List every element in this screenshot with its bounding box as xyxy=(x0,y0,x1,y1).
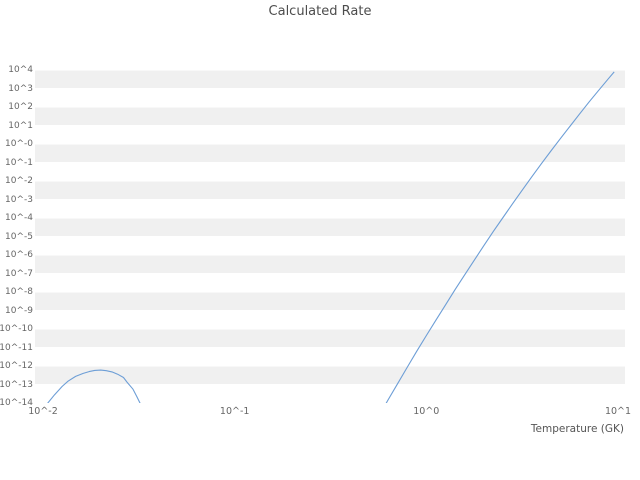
decade-band xyxy=(35,70,625,89)
x-tick-label: 10^-2 xyxy=(28,406,58,417)
y-tick-label: 10^-11 xyxy=(0,342,33,353)
decade-band xyxy=(35,292,625,311)
decade-band xyxy=(35,144,625,163)
y-tick-label: 10^-14 xyxy=(0,398,33,408)
y-tick-label: 10^-10 xyxy=(0,324,33,334)
y-tick-label: 10^-7 xyxy=(5,268,33,279)
chart-title: Calculated Rate xyxy=(268,4,372,19)
y-tick-label: 10^-3 xyxy=(5,194,33,205)
y-tick-label: 10^-4 xyxy=(5,213,33,223)
y-tick-label: 10^3 xyxy=(8,83,33,94)
y-tick-label: 10^-8 xyxy=(5,287,33,297)
y-tick-label: 10^-13 xyxy=(0,379,33,390)
y-tick-label: 10^-2 xyxy=(5,176,33,186)
y-tick-label: 10^4 xyxy=(8,65,33,75)
decade-band xyxy=(35,255,625,274)
x-tick-label: 10^-1 xyxy=(219,406,250,417)
y-tick-label: 10^-5 xyxy=(5,231,33,242)
x-axis-label: Temperature (GK) xyxy=(530,423,624,435)
y-tick-label: 10^2 xyxy=(8,102,33,112)
decade-band xyxy=(35,218,625,237)
decade-band xyxy=(35,329,625,348)
y-tick-label: 10^-0 xyxy=(5,139,33,149)
y-tick-label: 10^-12 xyxy=(0,361,33,371)
y-tick-label: 10^-1 xyxy=(5,157,33,168)
decade-band xyxy=(35,107,625,126)
decade-band xyxy=(35,366,625,385)
x-tick-label: 10^0 xyxy=(413,406,440,417)
y-tick-label: 10^-6 xyxy=(5,250,33,260)
y-tick-label: 10^-9 xyxy=(5,305,33,316)
x-tick-label: 10^1 xyxy=(604,406,632,417)
decade-band xyxy=(35,181,625,200)
y-tick-label: 10^1 xyxy=(8,120,33,131)
series-calculated-rate xyxy=(47,71,615,403)
